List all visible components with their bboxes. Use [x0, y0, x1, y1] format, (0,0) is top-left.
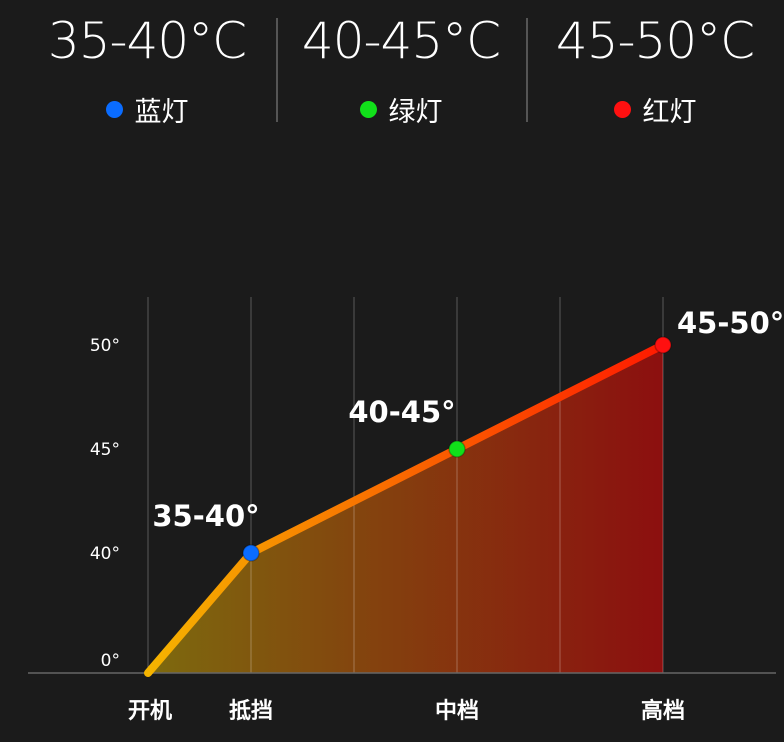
temperature-legend-header: 35-40°C 蓝灯 40-45°C 绿灯 45-50°C 红灯: [0, 0, 784, 130]
y-tick-label: 0°: [101, 651, 120, 671]
series-line: [144, 341, 667, 677]
data-point: [448, 440, 466, 458]
data-label: 35-40°: [152, 499, 259, 533]
light-label: 红灯: [642, 97, 697, 128]
x-tick-label: 高档: [641, 698, 685, 724]
divider: [276, 18, 278, 122]
light-label: 绿灯: [388, 97, 443, 128]
area-fill: [148, 345, 663, 673]
light-label: 蓝灯: [134, 97, 189, 128]
y-tick-label: 40°: [90, 544, 120, 564]
data-point: [242, 544, 260, 562]
temp-range: 45-50°C: [555, 12, 755, 70]
data-label: 45-50°: [677, 306, 784, 340]
legend-column-blue: 35-40°C 蓝灯: [22, 0, 272, 129]
data-point: [654, 336, 672, 354]
x-tick-label: 开机: [128, 699, 172, 724]
temp-range: 40-45°C: [301, 12, 501, 70]
blue-dot-icon: [105, 101, 123, 118]
x-tick-label: 抵挡: [229, 699, 273, 724]
red-dot-icon: [613, 101, 631, 118]
data-label: 40-45°: [348, 395, 455, 429]
y-tick-label: 45°: [90, 440, 120, 460]
temp-range: 35-40°C: [47, 12, 247, 70]
legend-column-red: 45-50°C 红灯: [530, 0, 780, 129]
divider: [526, 18, 528, 122]
y-tick-label: 50°: [90, 336, 120, 356]
legend-column-green: 40-45°C 绿灯: [276, 0, 526, 129]
green-dot-icon: [359, 101, 377, 118]
x-tick-label: 中档: [435, 699, 479, 724]
